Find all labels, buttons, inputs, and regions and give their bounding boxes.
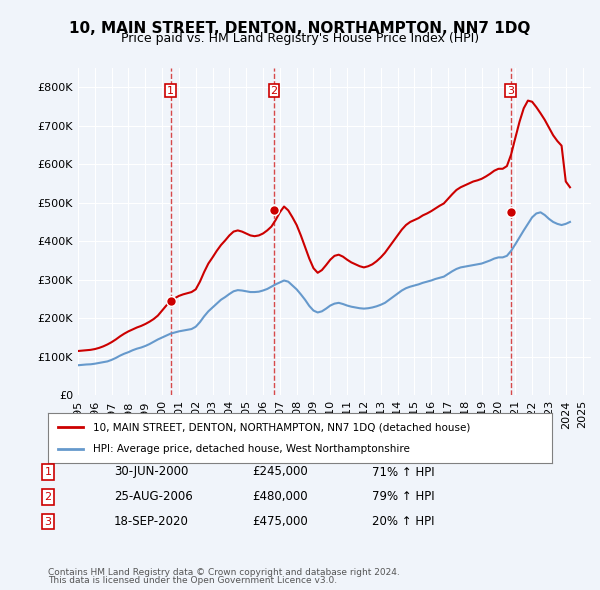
Text: 18-SEP-2020: 18-SEP-2020 [114, 515, 189, 528]
Text: £480,000: £480,000 [252, 490, 308, 503]
Text: 2: 2 [44, 492, 52, 502]
Text: £475,000: £475,000 [252, 515, 308, 528]
Text: 71% ↑ HPI: 71% ↑ HPI [372, 466, 434, 478]
Text: 79% ↑ HPI: 79% ↑ HPI [372, 490, 434, 503]
Text: 1: 1 [167, 86, 174, 96]
Text: £245,000: £245,000 [252, 466, 308, 478]
Text: 1: 1 [44, 467, 52, 477]
Text: This data is licensed under the Open Government Licence v3.0.: This data is licensed under the Open Gov… [48, 576, 337, 585]
Text: 25-AUG-2006: 25-AUG-2006 [114, 490, 193, 503]
Text: 30-JUN-2000: 30-JUN-2000 [114, 466, 188, 478]
Text: 3: 3 [44, 517, 52, 526]
Text: 2: 2 [271, 86, 278, 96]
Text: HPI: Average price, detached house, West Northamptonshire: HPI: Average price, detached house, West… [94, 444, 410, 454]
Text: 10, MAIN STREET, DENTON, NORTHAMPTON, NN7 1DQ: 10, MAIN STREET, DENTON, NORTHAMPTON, NN… [70, 21, 530, 35]
Text: Price paid vs. HM Land Registry's House Price Index (HPI): Price paid vs. HM Land Registry's House … [121, 32, 479, 45]
Text: 20% ↑ HPI: 20% ↑ HPI [372, 515, 434, 528]
Text: 10, MAIN STREET, DENTON, NORTHAMPTON, NN7 1DQ (detached house): 10, MAIN STREET, DENTON, NORTHAMPTON, NN… [94, 422, 471, 432]
Text: Contains HM Land Registry data © Crown copyright and database right 2024.: Contains HM Land Registry data © Crown c… [48, 568, 400, 577]
Text: 3: 3 [507, 86, 514, 96]
